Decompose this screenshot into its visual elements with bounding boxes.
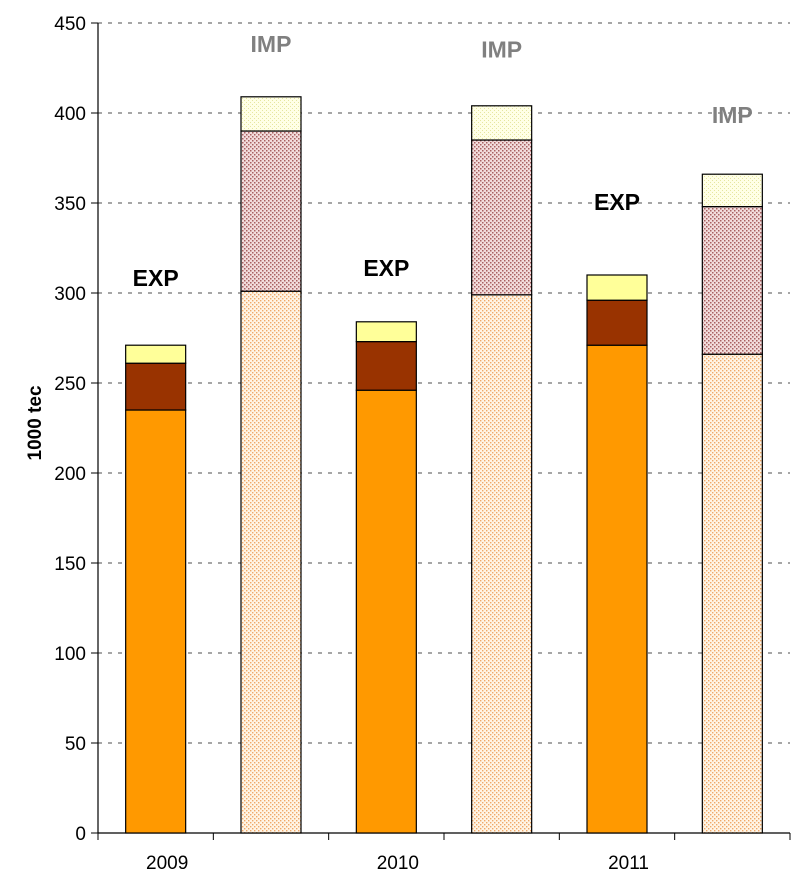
- bar-label-exp-2011: EXP: [594, 189, 640, 215]
- bar-labels: EXP IMP EXP IMP EXP IMP: [133, 31, 753, 291]
- y-tick-label: 300: [54, 284, 86, 305]
- y-tick-label: 400: [54, 104, 86, 125]
- bar-segment-exp-2011-1: [586, 344, 648, 834]
- bar-segment-exp-2009-2: [125, 362, 187, 411]
- bar-label-imp-2009: IMP: [251, 31, 292, 57]
- bar-segment-imp-2010-3: [471, 105, 533, 141]
- bar-segment-exp-2011-3: [586, 274, 648, 301]
- grid-lines: [98, 22, 790, 744]
- x-tick-label: 2009: [146, 853, 188, 874]
- bar-segment-exp-2011-2: [586, 299, 648, 346]
- y-tick-label: 100: [54, 644, 86, 665]
- y-tick-label: 150: [54, 554, 86, 575]
- bar-segment-exp-2009-3: [125, 344, 187, 364]
- bar-segment-imp-2011-2: [701, 206, 763, 355]
- x-tick-label: 2010: [377, 853, 419, 874]
- bar-segment-imp-2010-2: [471, 139, 533, 296]
- bar-segment-exp-2009-1: [125, 409, 187, 834]
- bar-label-imp-2011: IMP: [712, 102, 753, 128]
- axes: 0 50 100 150 200 250 300 350 400 450 2009 2010 2011: [54, 14, 791, 874]
- bar-segment-imp-2009-2: [240, 130, 302, 292]
- y-tick-label: 0: [75, 824, 86, 845]
- y-tick-label: 450: [54, 14, 86, 35]
- bar-segment-exp-2010-2: [355, 341, 417, 391]
- bar-segment-exp-2010-3: [355, 321, 417, 343]
- y-tick-label: 200: [54, 464, 86, 485]
- bar-label-exp-2010: EXP: [363, 255, 409, 281]
- bar-segment-imp-2009-3: [240, 96, 302, 132]
- bar-label-imp-2010: IMP: [481, 37, 522, 63]
- y-tick-label: 350: [54, 194, 86, 215]
- bar-segment-imp-2011-1: [701, 353, 763, 834]
- y-tick-label: 250: [54, 374, 86, 395]
- bar-segment-imp-2009-1: [240, 290, 302, 834]
- bar-label-exp-2009: EXP: [133, 265, 179, 291]
- y-axis-label: 1000 tec: [25, 385, 46, 460]
- bar-segment-exp-2010-1: [355, 389, 417, 834]
- bars: [125, 96, 763, 834]
- x-tick-label: 2011: [608, 853, 649, 874]
- bar-segment-imp-2010-1: [471, 294, 533, 834]
- bar-segment-imp-2011-3: [701, 173, 763, 208]
- y-tick-label: 50: [65, 734, 86, 755]
